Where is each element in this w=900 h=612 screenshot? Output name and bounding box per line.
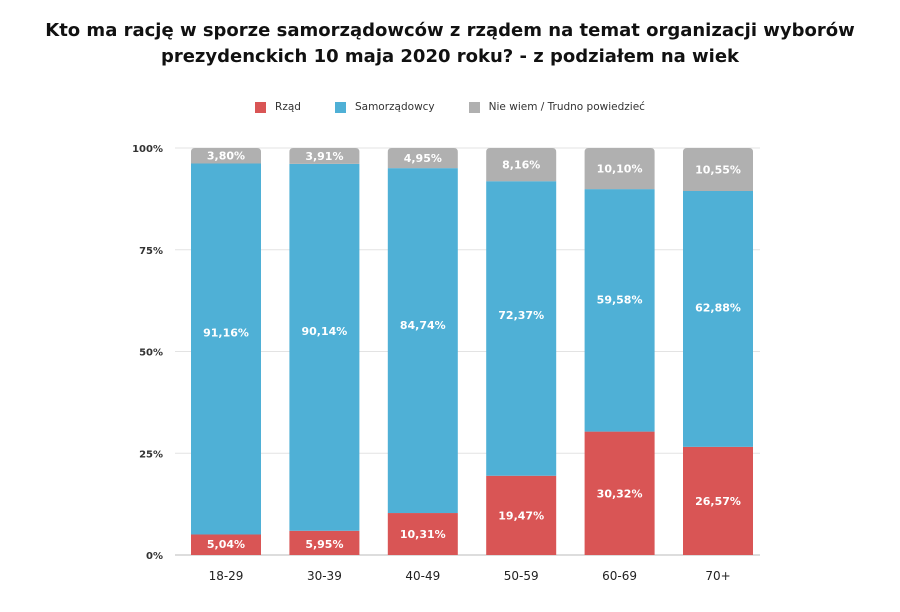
- bar-segment: [486, 181, 557, 476]
- bar-segment: [683, 148, 753, 191]
- data-label: 8,16%: [502, 159, 540, 172]
- bar-segment: [387, 148, 458, 169]
- y-tick-label: 100%: [132, 144, 163, 155]
- legend-label-rzad: Rząd: [275, 101, 301, 113]
- chart-legend: Rząd Samorządowcy Nie wiem / Trudno powi…: [0, 101, 900, 113]
- bar-segment: [486, 475, 557, 555]
- bar-segment: [289, 530, 360, 555]
- chart-title-line-1: Kto ma rację w sporze samorządowców z rz…: [45, 20, 855, 41]
- legend-swatch-samorzadowcy: [334, 101, 346, 113]
- bar-segment: [289, 163, 360, 531]
- bars: [191, 148, 753, 555]
- legend-swatch-nie-wiem: [468, 101, 480, 113]
- legend-label-samorzadowcy: Samorządowcy: [354, 101, 435, 113]
- legend-item-rzad: Rząd: [255, 101, 301, 113]
- grid-lines: [175, 147, 760, 556]
- x-tick-label: 30-39: [307, 569, 342, 583]
- data-label: 59,58%: [597, 293, 643, 306]
- legend-swatch-rzad: [255, 101, 267, 113]
- data-label: 5,95%: [305, 538, 343, 551]
- data-label: 10,31%: [400, 528, 446, 541]
- legend-label-nie-wiem: Nie wiem / Trudno powiedzieć: [488, 101, 645, 113]
- axes: 0% 25% 50% 75% 100% 18-29 30-39 40-49 50-59 60-69…: [132, 144, 731, 583]
- chart-title-line-2: prezydenckich 10 maja 2020 roku? - z pod…: [160, 46, 740, 67]
- data-label: 3,80%: [207, 150, 245, 163]
- data-label: 4,95%: [404, 152, 442, 165]
- x-tick-label: 50-59: [504, 569, 539, 583]
- data-label: 10,10%: [597, 163, 643, 176]
- x-tick-label: 18-29: [209, 569, 244, 583]
- bar-segment: [191, 534, 261, 555]
- bar-segment: [191, 163, 261, 535]
- bar-segment: [683, 446, 753, 555]
- data-label: 10,55%: [695, 163, 741, 176]
- bar-segment: [387, 513, 458, 555]
- bar-segment: [387, 168, 458, 514]
- bar-segment: [683, 190, 753, 447]
- bar-segment: [584, 189, 655, 432]
- y-tick-label: 50%: [139, 348, 163, 359]
- data-label: 84,74%: [400, 319, 446, 332]
- legend-item-nie-wiem: Nie wiem / Trudno powiedzieć: [468, 101, 645, 113]
- y-tick-label: 25%: [139, 449, 163, 460]
- x-tick-label: 60-69: [602, 569, 637, 583]
- bar-segment: [486, 148, 557, 182]
- y-tick-label: 75%: [139, 246, 163, 257]
- bar-segment: [584, 431, 655, 555]
- data-label: 5,04%: [207, 538, 245, 551]
- data-label: 72,37%: [498, 309, 544, 322]
- data-label: 30,32%: [597, 487, 643, 500]
- bar-segment: [584, 148, 655, 190]
- chart-title: Kto ma rację w sporze samorządowców z rz…: [0, 18, 900, 70]
- data-label: 90,14%: [301, 325, 347, 338]
- x-tick-label: 70+: [705, 569, 730, 583]
- bar-segment: [289, 148, 360, 164]
- data-label: 3,91%: [305, 150, 343, 163]
- x-tick-label: 40-49: [405, 569, 440, 583]
- data-label: 62,88%: [695, 301, 741, 314]
- bar-labels: 5,04% 91,16% 3,80% 5,95% 90,14% 3,91% 10,31% 84…: [203, 150, 741, 551]
- y-tick-label: 0%: [146, 551, 163, 562]
- bar-segment: [191, 148, 261, 164]
- data-label: 26,57%: [695, 495, 741, 508]
- data-label: 19,47%: [498, 509, 544, 522]
- data-label: 91,16%: [203, 326, 249, 339]
- legend-item-samorzadowcy: Samorządowcy: [334, 101, 435, 113]
